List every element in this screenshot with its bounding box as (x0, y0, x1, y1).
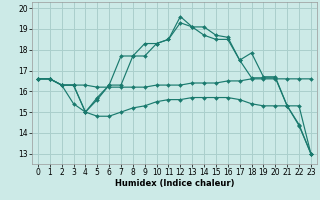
X-axis label: Humidex (Indice chaleur): Humidex (Indice chaleur) (115, 179, 234, 188)
